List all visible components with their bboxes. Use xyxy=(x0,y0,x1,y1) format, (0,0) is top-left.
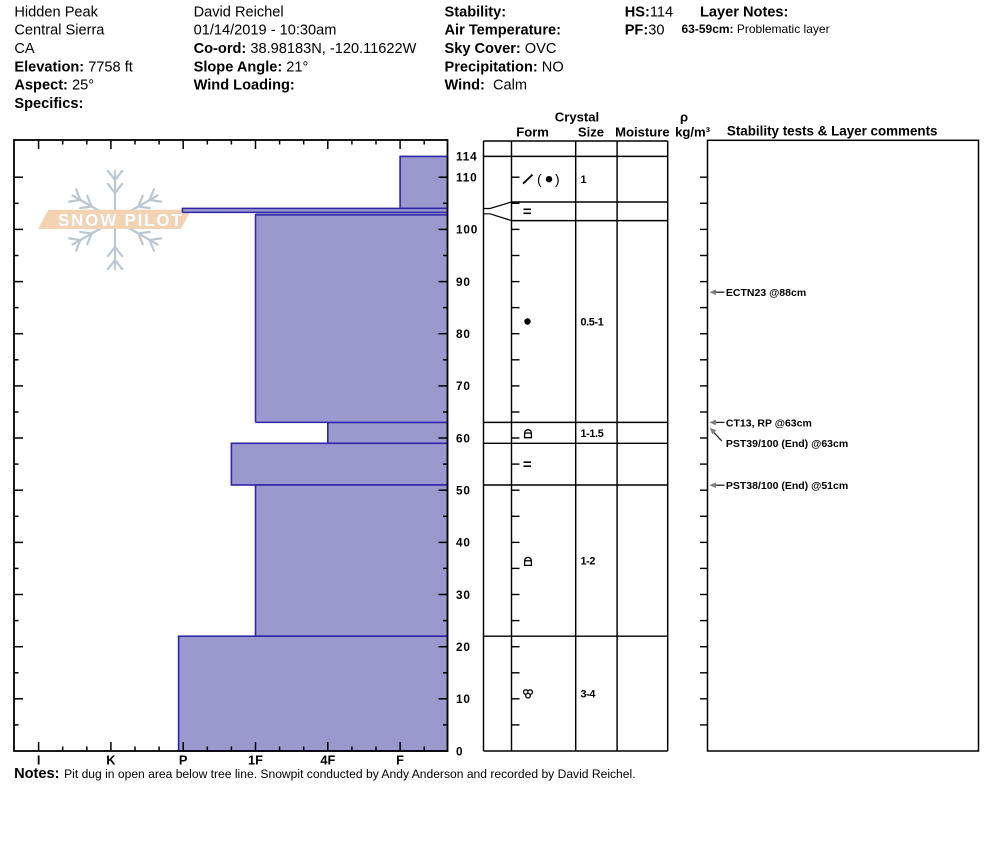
svg-text:01/14/2019 - 10:30am: 01/14/2019 - 10:30am xyxy=(194,23,337,39)
svg-text:Precipitation: NO: Precipitation: NO xyxy=(445,59,564,75)
svg-text:Size: Size xyxy=(578,125,604,140)
svg-text:Air Temperature:: Air Temperature: xyxy=(445,23,562,39)
svg-text:Aspect: 25°: Aspect: 25° xyxy=(14,78,94,94)
svg-text:ECTN23 @88cm: ECTN23 @88cm xyxy=(726,287,806,299)
svg-text:80: 80 xyxy=(456,327,471,341)
svg-text:Hidden Peak: Hidden Peak xyxy=(14,4,98,20)
svg-text:10: 10 xyxy=(456,692,471,706)
svg-text:Notes:: Notes: xyxy=(14,766,59,782)
svg-text:F: F xyxy=(396,752,404,767)
svg-text:Central Sierra: Central Sierra xyxy=(14,23,105,39)
svg-text:110: 110 xyxy=(456,171,477,185)
svg-text:Form: Form xyxy=(516,125,549,140)
svg-text:Stability:: Stability: xyxy=(445,4,507,20)
svg-text:1-2: 1-2 xyxy=(581,556,596,568)
svg-text:114: 114 xyxy=(456,150,477,164)
svg-text:): ) xyxy=(555,171,560,187)
svg-text:1-1.5: 1-1.5 xyxy=(581,428,604,440)
svg-text:kg/m³: kg/m³ xyxy=(675,125,711,140)
svg-text:70: 70 xyxy=(456,379,471,393)
svg-text:Elevation: 7758 ft: Elevation: 7758 ft xyxy=(14,59,132,75)
svg-text:60: 60 xyxy=(456,431,471,445)
svg-text:K: K xyxy=(106,752,116,767)
svg-text:Crystal: Crystal xyxy=(555,109,599,124)
svg-text:PST39/100 (End) @63cm: PST39/100 (End) @63cm xyxy=(726,438,848,450)
svg-text:Stability tests & Layer commen: Stability tests & Layer comments xyxy=(727,123,938,138)
svg-text:ρ: ρ xyxy=(680,109,688,124)
svg-text:Layer Notes:: Layer Notes: xyxy=(700,4,788,20)
svg-text:Slope Angle: 21°: Slope Angle: 21° xyxy=(194,59,309,75)
svg-text:50: 50 xyxy=(456,484,471,498)
svg-text:0.5-1: 0.5-1 xyxy=(581,317,604,329)
svg-text:David Reichel: David Reichel xyxy=(194,4,284,20)
svg-text:P: P xyxy=(179,752,188,767)
svg-text:HS:114: HS:114 xyxy=(625,4,673,20)
svg-text:3-4: 3-4 xyxy=(581,689,596,701)
svg-text:Co-ord: 38.98183N, -120.11622W: Co-ord: 38.98183N, -120.11622W xyxy=(194,41,417,57)
svg-text:PF:30: PF:30 xyxy=(625,23,665,39)
svg-text:40: 40 xyxy=(456,536,471,550)
svg-text:1F: 1F xyxy=(248,752,263,767)
svg-text:PST38/100 (End) @51cm: PST38/100 (End) @51cm xyxy=(726,480,848,492)
svg-text:4F: 4F xyxy=(320,752,335,767)
svg-text:CT13, RP @63cm: CT13, RP @63cm xyxy=(726,417,812,429)
svg-text:20: 20 xyxy=(456,640,471,654)
svg-text:Wind: Calm: Wind: Calm xyxy=(445,78,528,94)
svg-text:1: 1 xyxy=(581,174,587,186)
svg-text:63-59cm: Problematic layer: 63-59cm: Problematic layer xyxy=(682,22,830,36)
svg-text:Moisture: Moisture xyxy=(615,125,670,140)
svg-text:100: 100 xyxy=(456,223,478,237)
svg-text:Wind Loading:: Wind Loading: xyxy=(194,78,295,94)
svg-text:Specifics:: Specifics: xyxy=(14,96,83,112)
svg-text:Sky Cover: OVC: Sky Cover: OVC xyxy=(445,41,557,57)
svg-text:CA: CA xyxy=(14,41,35,57)
svg-text:90: 90 xyxy=(456,275,471,289)
svg-text:Pit dug in open area below tre: Pit dug in open area below tree line. Sn… xyxy=(64,767,635,781)
svg-text:I: I xyxy=(37,752,41,767)
svg-text:0: 0 xyxy=(456,744,463,758)
svg-text:SNOW PILOT: SNOW PILOT xyxy=(58,210,184,230)
svg-text:(: ( xyxy=(537,171,542,187)
svg-text:30: 30 xyxy=(456,588,471,602)
